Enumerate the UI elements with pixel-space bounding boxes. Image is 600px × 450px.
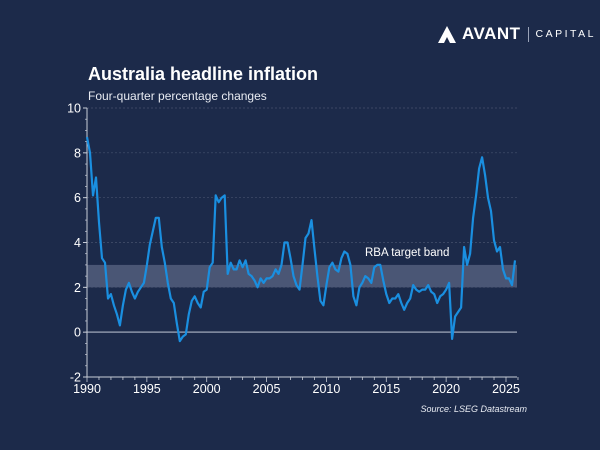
avant-capital-logo: AVANT CAPITAL <box>438 24 596 44</box>
x-tick-label: 2015 <box>372 382 400 396</box>
inflation-series-line <box>85 136 517 343</box>
x-tick-label: 2005 <box>253 382 281 396</box>
logo-sub: CAPITAL <box>535 28 597 40</box>
x-tick-label: 2025 <box>492 382 520 396</box>
y-tick-label: 8 <box>74 146 81 160</box>
chart-title: Australia headline inflation <box>88 64 319 84</box>
source-note: Source: LSEG Datastream <box>420 404 527 414</box>
rba-target-band-label: RBA target band <box>365 247 449 259</box>
x-tick-label: 2020 <box>432 382 460 396</box>
y-tick-label: 10 <box>67 102 81 116</box>
y-tick-label: 2 <box>74 281 81 295</box>
chart-subtitle: Four-quarter percentage changes <box>88 89 267 103</box>
y-tick-label: 6 <box>74 191 81 205</box>
x-tick-label: 1990 <box>73 382 101 396</box>
avant-logo-icon <box>438 25 456 43</box>
logo-divider <box>527 26 529 42</box>
y-tick-label: 4 <box>74 236 81 250</box>
y-tick-label: 0 <box>74 326 81 340</box>
y-tick-label: -2 <box>70 371 81 385</box>
logo-brand: AVANT <box>462 24 521 43</box>
x-tick-label: 2000 <box>193 382 221 396</box>
x-tick-label: 1995 <box>133 382 161 396</box>
x-tick-label: 2010 <box>313 382 341 396</box>
